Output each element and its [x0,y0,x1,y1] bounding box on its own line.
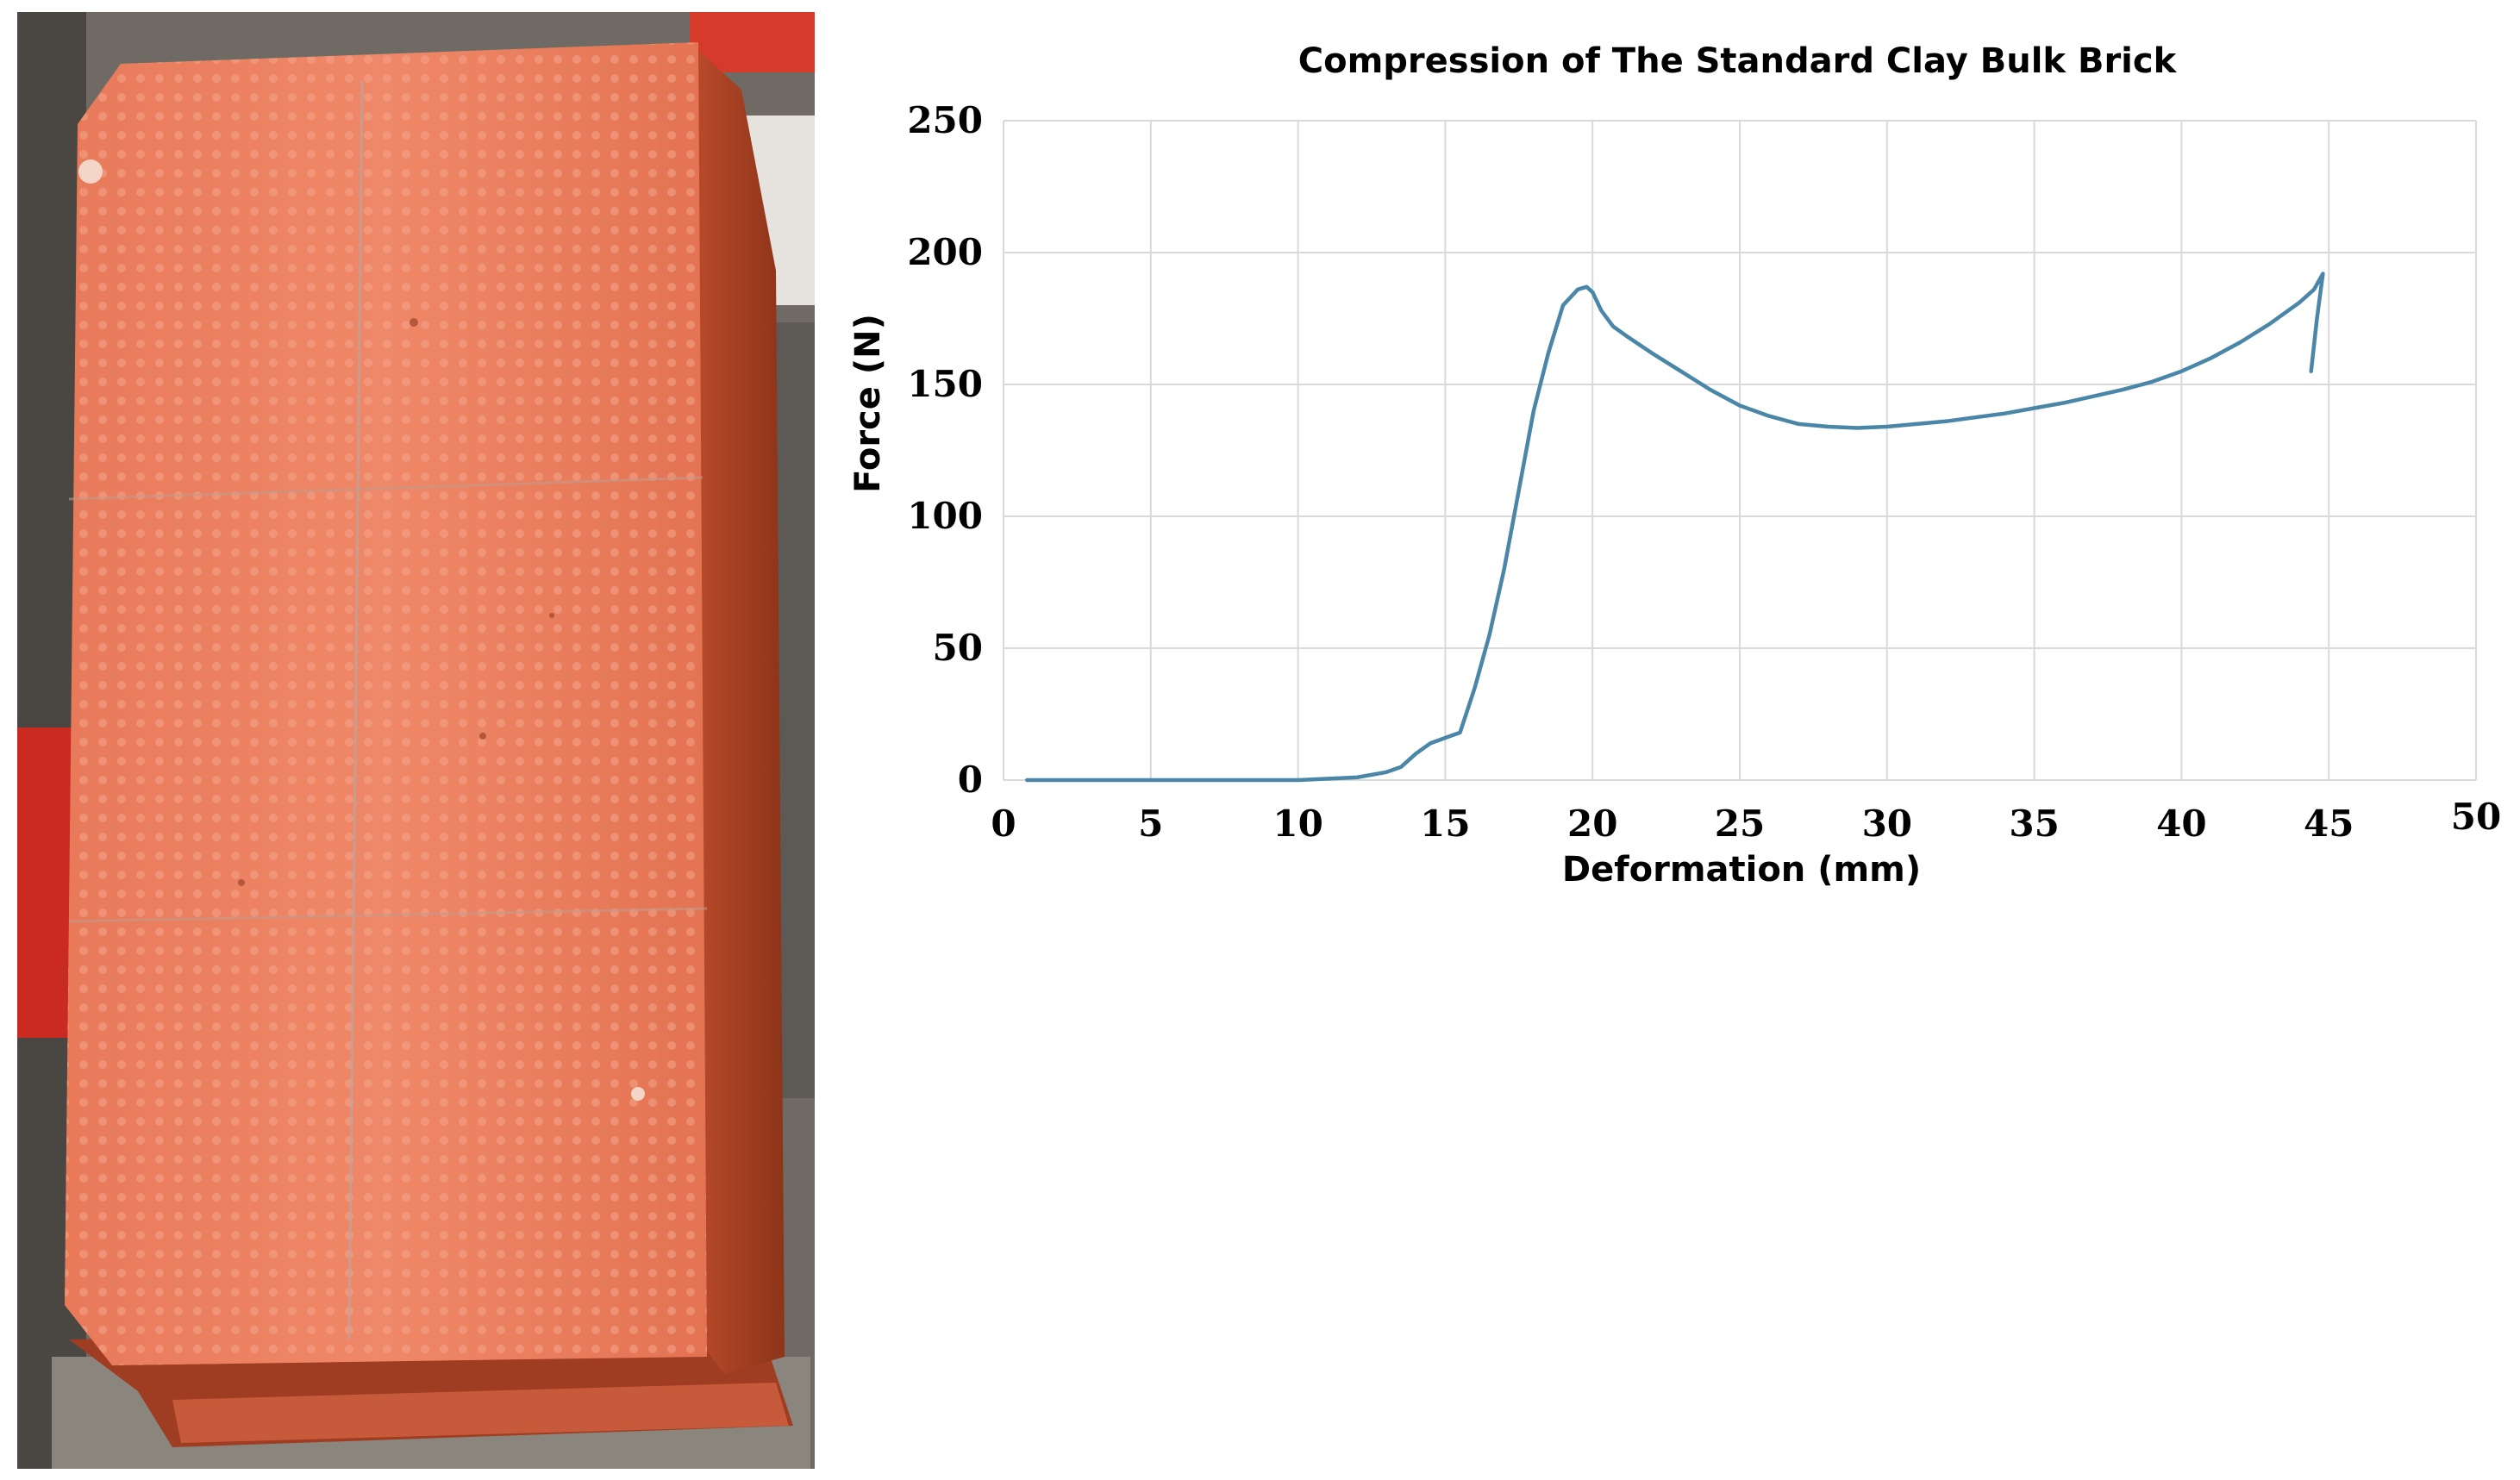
y-tick-label: 200 [907,231,983,273]
chart: Compression of The Standard Clay Bulk Br… [828,0,2520,948]
chart-title: Compression of The Standard Clay Bulk Br… [1298,41,2178,81]
x-tick-label: 35 [2009,802,2059,845]
x-tick-labels: 0 5 10 15 20 25 30 35 40 45 50 [991,796,2501,845]
x-tick-label: 15 [1420,802,1470,845]
x-tick-label: 30 [1862,802,1912,845]
x-tick-label: 10 [1273,802,1323,845]
x-tick-label: 45 [2304,802,2354,845]
y-tick-label: 150 [907,363,983,405]
y-tick-label: 100 [907,495,983,537]
grid [1003,120,2477,781]
series-line-force [1025,272,2325,783]
x-tick-label: 5 [1138,802,1163,845]
x-tick-label: 0 [991,802,1016,845]
x-tick-label: 25 [1715,802,1765,845]
y-axis-label: Force (N) [848,314,888,493]
x-tick-label: 40 [2156,802,2206,845]
y-tick-label: 50 [933,627,983,669]
brick-photo [17,12,815,1469]
x-tick-label: 20 [1567,802,1617,845]
x-tick-label: 50 [2451,796,2501,838]
y-tick-label: 250 [907,99,983,141]
x-axis-label: Deformation (mm) [1562,850,1921,890]
y-tick-label: 0 [958,759,983,801]
y-tick-labels: 0 50 100 150 200 250 [907,99,983,801]
